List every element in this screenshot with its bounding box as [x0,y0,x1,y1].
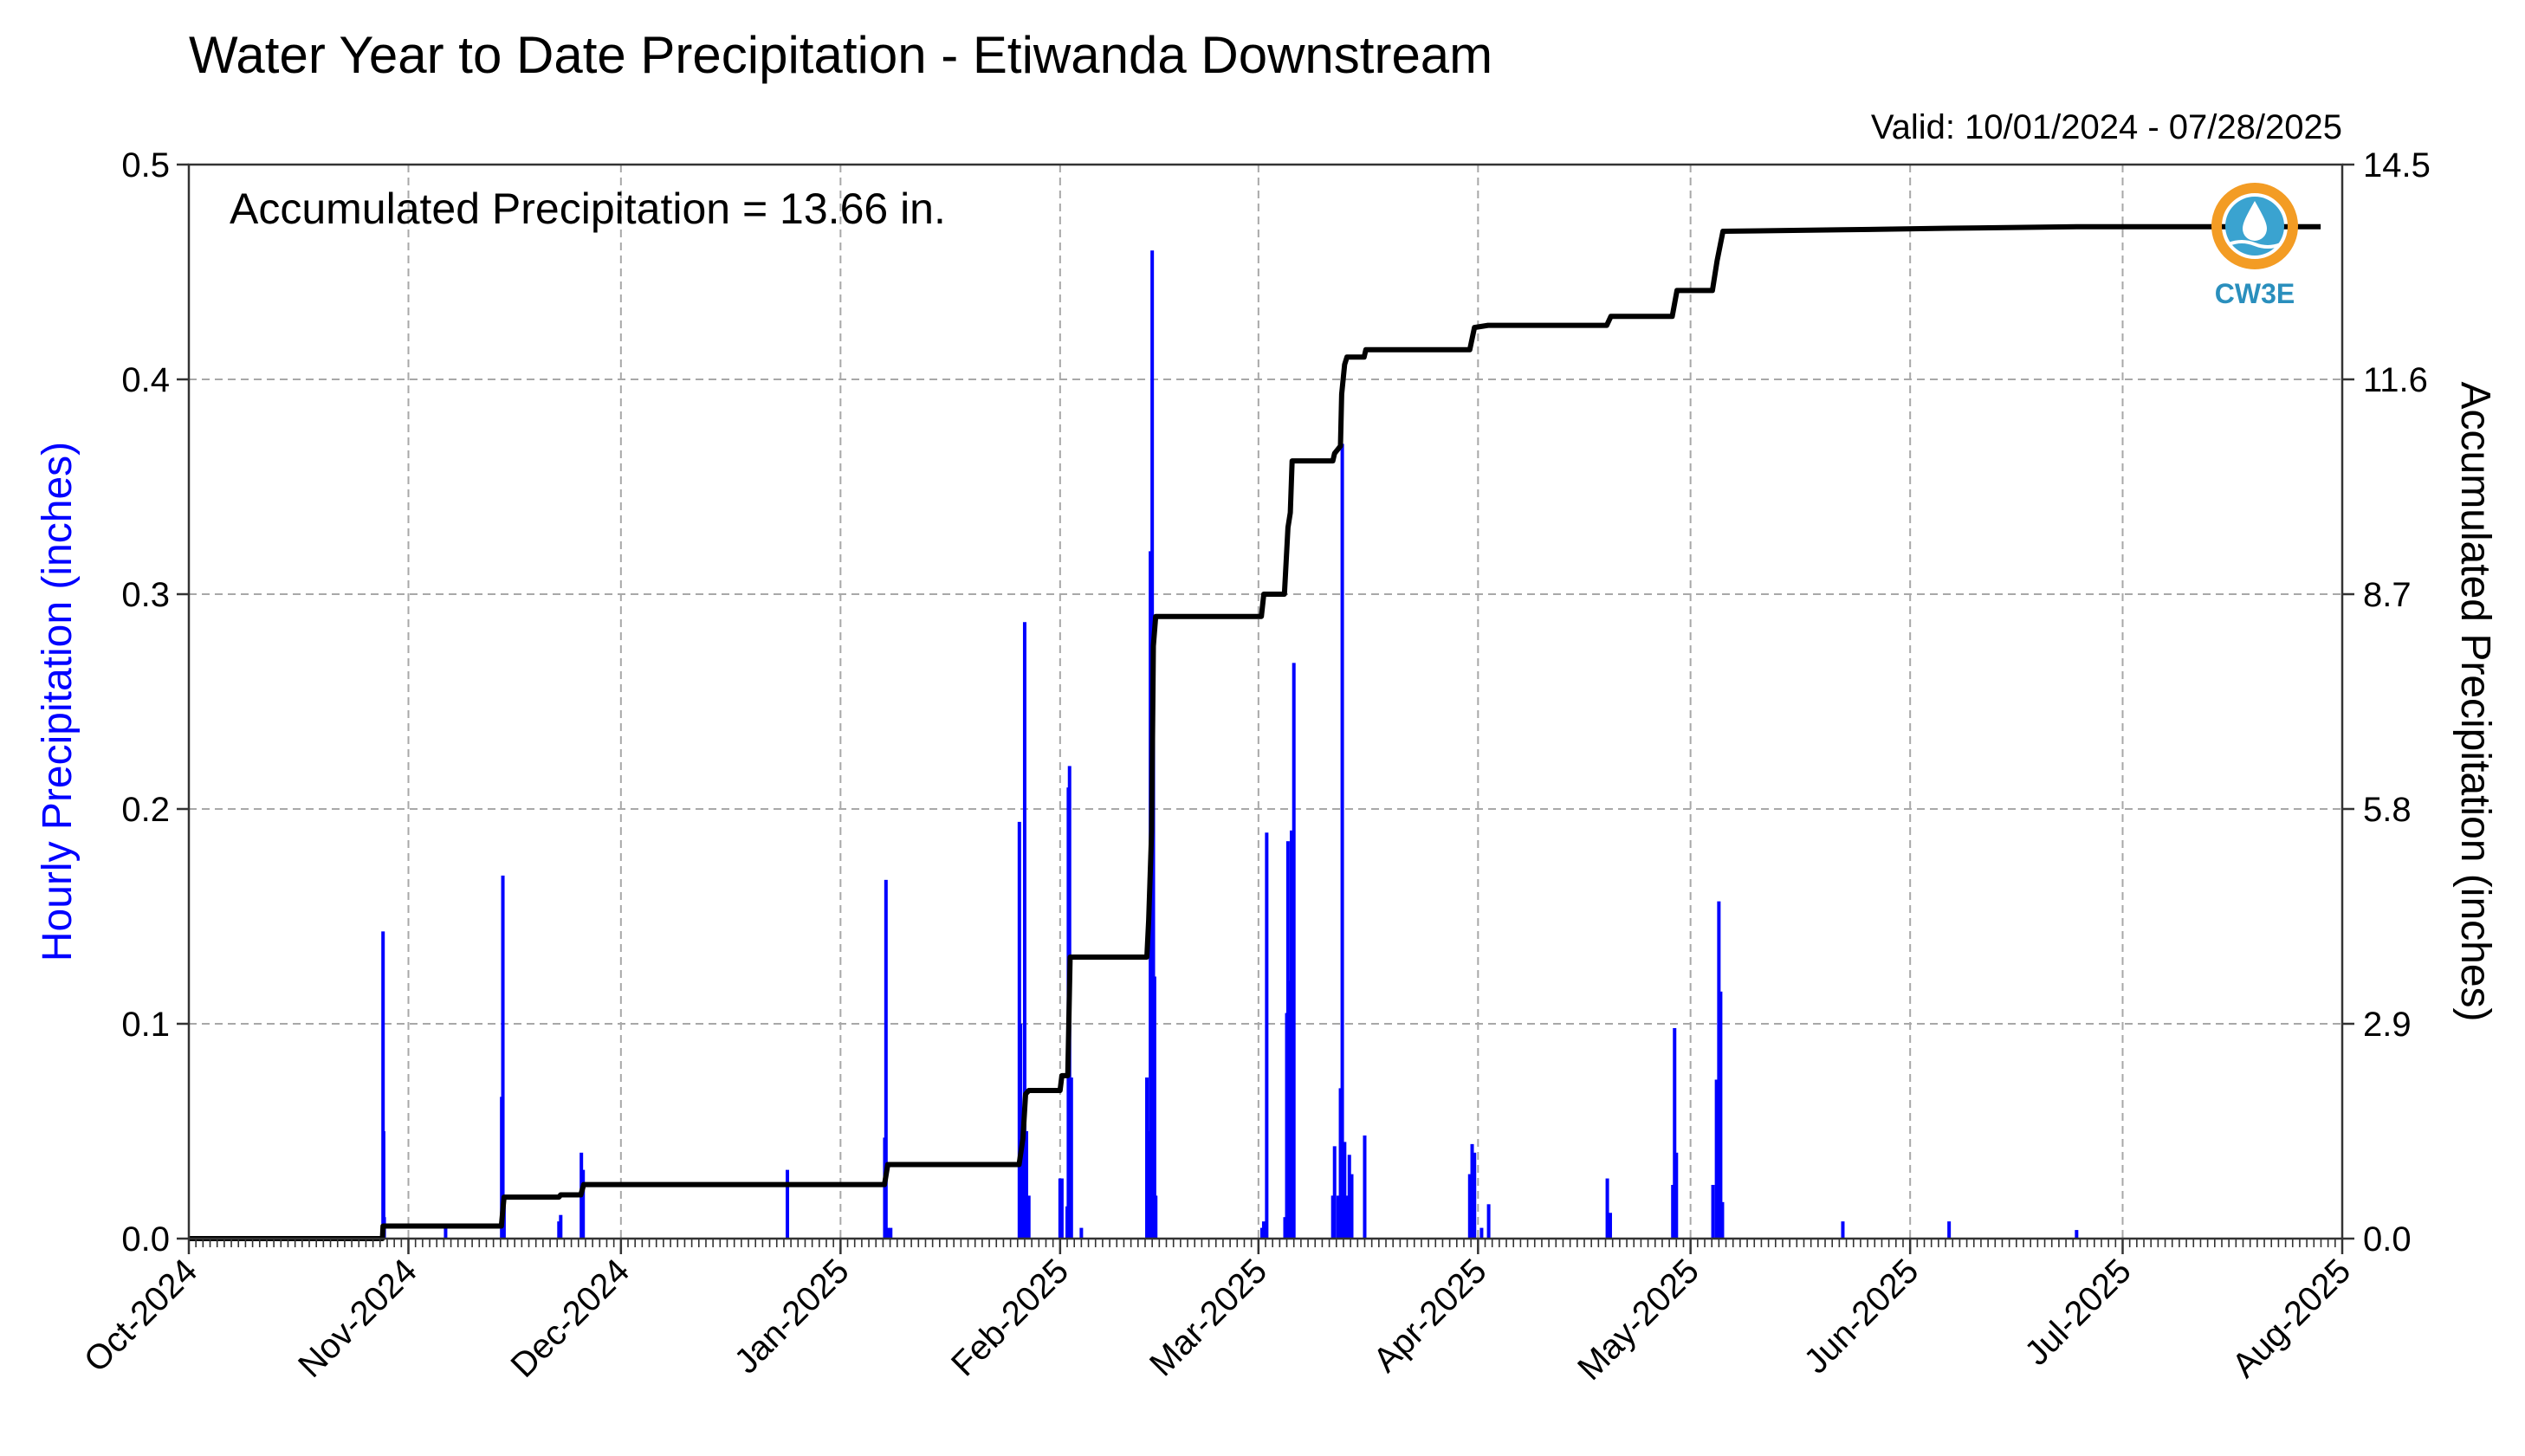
hourly-bar [1473,1152,1477,1239]
hourly-bar [1345,1195,1350,1239]
hourly-bar [1674,1152,1679,1239]
hourly-bar [1719,991,1723,1239]
hourly-bar [1292,663,1296,1239]
hourly-bar [557,1221,561,1239]
hourly-bar [1145,1077,1149,1239]
y-tick-label-right: 5.8 [2363,791,2412,829]
hourly-bar [1467,1174,1472,1239]
y-tick-label-left: 0.5 [121,146,170,184]
hourly-bar [1026,1195,1031,1239]
hourly-bar [1486,1204,1491,1239]
hourly-bar [1289,830,1293,1239]
y-tick-label-right: 2.9 [2363,1006,2412,1044]
hourly-bar [1720,1201,1725,1239]
hourly-bar [1283,1217,1287,1239]
hourly-bar [1350,1174,1354,1239]
hourly-bar [786,1169,790,1239]
hourly-bar [1152,976,1156,1239]
y-tick-label-left: 0.2 [121,791,170,829]
chart-title: Water Year to Date Precipitation - Etiwa… [189,26,1492,84]
hourly-bar [1330,1195,1335,1239]
hourly-bar [1022,622,1026,1239]
accumulated-total-annotation: Accumulated Precipitation = 13.66 in. [230,184,946,233]
hourly-bar [1347,1155,1351,1239]
hourly-bar [1947,1221,1952,1239]
hourly-bar [1608,1213,1612,1239]
water-drop-icon [2243,201,2267,241]
hourly-bar [1479,1227,1484,1239]
right-axis-label: Accumulated Precipitation (inches) [2452,381,2498,1021]
hourly-bar [1711,1185,1715,1239]
hourly-bar [381,1131,385,1239]
y-tick-label-right: 11.6 [2363,361,2428,399]
hourly-bar [1285,841,1290,1239]
hourly-bar [1671,1185,1675,1239]
valid-date-range: Valid: 10/01/2024 - 07/28/2025 [1871,108,2342,146]
grid-lines [189,165,2342,1239]
hourly-bar [1340,443,1344,1239]
hourly-bar [2075,1230,2079,1239]
hourly-bar [381,931,385,1239]
hourly-bar [1363,1135,1367,1239]
y-tick-label-right: 14.5 [2363,146,2431,184]
hourly-bar [1154,1195,1158,1239]
y-tick-label-left: 0.3 [121,576,170,614]
hourly-bar [1059,1178,1064,1239]
wave-icon [2228,240,2282,249]
accumulated-line-group [189,223,2321,1241]
hourly-bar [1841,1221,1845,1239]
x-minor-ticks [188,1239,2343,1247]
hourly-bar [1151,615,1156,1239]
hourly-bar [1020,1131,1025,1239]
hourly-bar [1343,1142,1347,1239]
hourly-bar [1265,832,1269,1239]
hourly-bar [443,1227,448,1239]
hourly-bar [1079,1227,1084,1239]
hourly-bar [1259,1227,1264,1239]
hourly-bar [501,875,505,1239]
hourly-bar [885,1227,890,1239]
y-tick-label-left: 0.4 [121,361,170,399]
hourly-bar [889,1227,893,1239]
left-axis-label: Hourly Precipitation (inches) [35,442,81,961]
hourly-bar [1338,1088,1343,1239]
logo-ring [2211,183,2298,269]
hourly-bar [1332,1146,1337,1239]
hourly-bar [1717,901,1721,1239]
y-tick-label-right: 8.7 [2363,576,2412,614]
hourly-bar [1605,1178,1609,1239]
hourly-bar [1287,980,1292,1239]
hourly-bar [1261,1221,1266,1239]
y-tick-label-right: 0.0 [2363,1220,2412,1259]
y-tick-label-left: 0.1 [121,1006,170,1044]
y-tick-label-left: 0.0 [121,1220,170,1259]
hourly-bar [1714,1079,1719,1239]
logo-text: CW3E [2215,278,2295,309]
hourly-bar [1069,1077,1073,1239]
hourly-bar [1058,1178,1062,1239]
hourly-bar [884,879,888,1239]
cw3e-logo: CW3E [2211,183,2298,309]
hourly-bar [1470,1143,1474,1239]
accumulated-line [189,223,2321,1241]
hourly-bar [1673,1027,1677,1239]
hourly-bar [581,1169,586,1239]
hourly-bar [1025,1131,1029,1239]
hourly-bar [1019,1024,1023,1239]
hourly-bar [559,1214,563,1239]
hourly-bar [1336,1195,1340,1239]
